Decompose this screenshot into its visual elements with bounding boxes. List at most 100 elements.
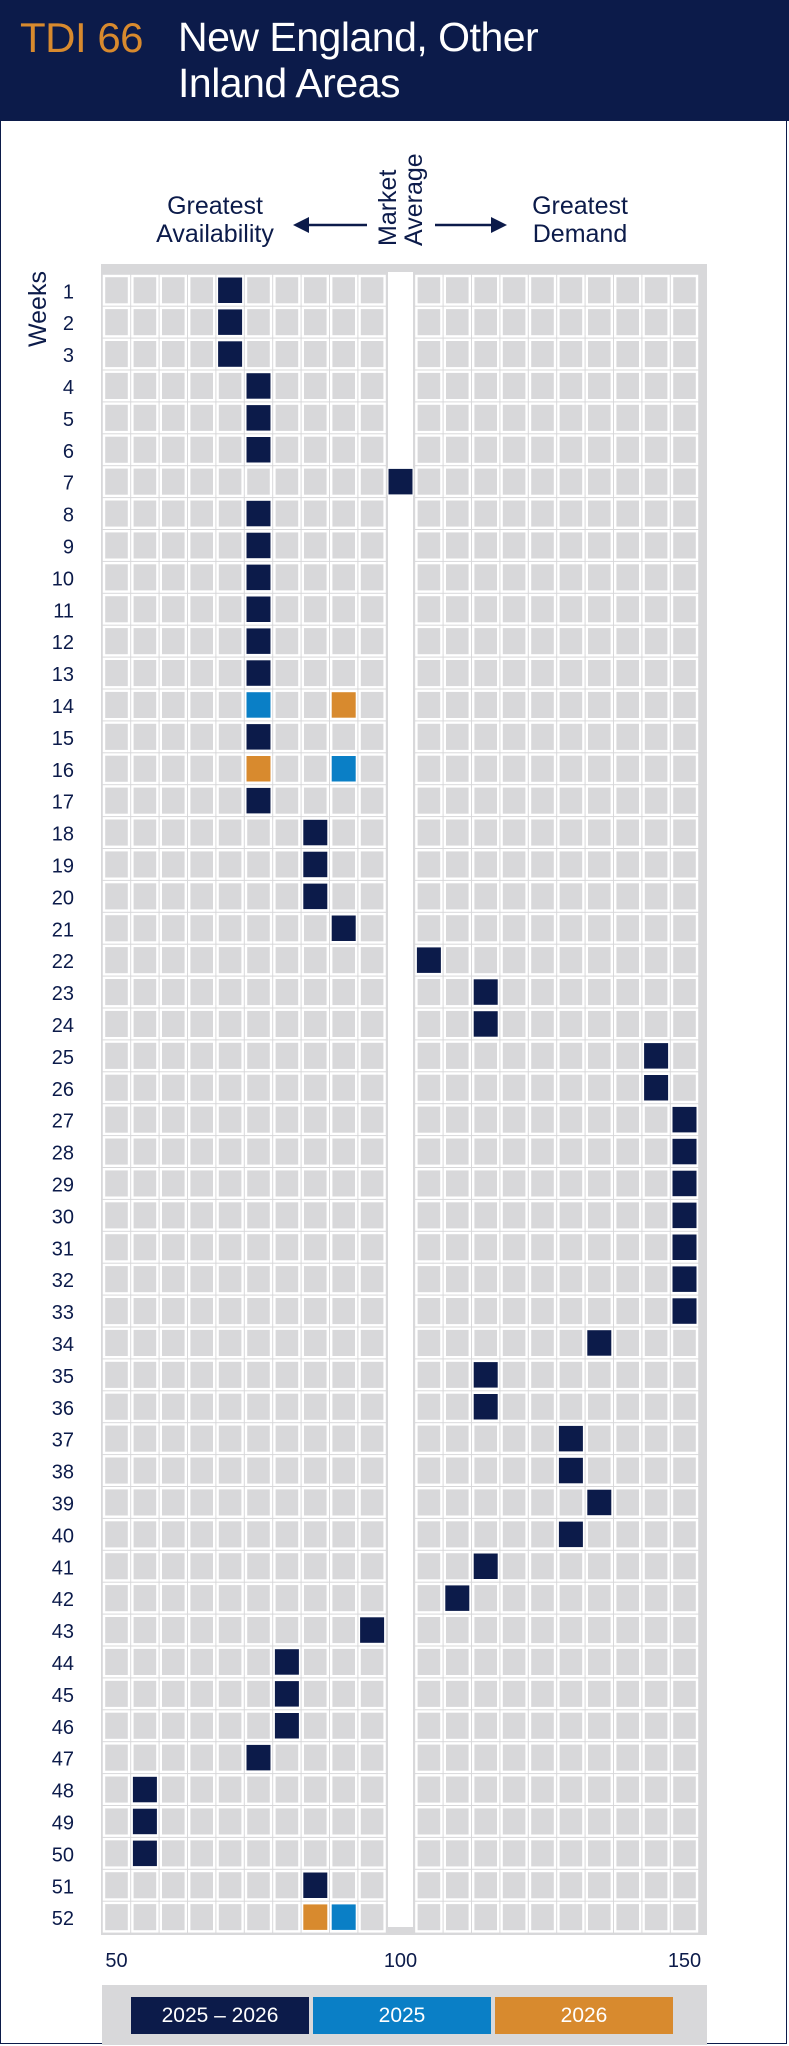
data-mark (444, 1584, 471, 1612)
grid-cell (528, 1614, 557, 1646)
grid-cell (500, 1646, 528, 1678)
grid-cell (557, 593, 585, 625)
grid-cell (273, 1263, 301, 1295)
grid-cell (557, 274, 585, 306)
grid-cell (528, 944, 557, 976)
right-label-line-1: Greatest (532, 192, 628, 220)
grid-cell (614, 561, 642, 593)
grid-cell (500, 785, 528, 817)
grid-cell (159, 1486, 188, 1518)
week-label: 38 (52, 1462, 74, 1484)
grid-cell (159, 370, 188, 402)
grid-cell (159, 434, 188, 466)
grid-cell (415, 880, 443, 912)
week-label: 43 (52, 1621, 74, 1643)
grid-cell (301, 785, 329, 817)
grid-cell (244, 1455, 273, 1487)
grid-cell (102, 1646, 131, 1678)
grid-cell (528, 1040, 557, 1072)
grid-cell (500, 1199, 528, 1231)
grid-cell (358, 944, 386, 976)
grid-cell (614, 721, 642, 753)
grid-cell (528, 689, 557, 721)
grid-cell (301, 1040, 329, 1072)
grid-cell (557, 1008, 585, 1040)
grid-cell (273, 721, 301, 753)
grid-cell (585, 1742, 613, 1774)
grid-cell (273, 402, 301, 434)
grid-cell (244, 1391, 273, 1423)
grid-cell (528, 306, 557, 338)
grid-cell (301, 1646, 329, 1678)
grid-cell (557, 1231, 585, 1263)
grid-cell (301, 1072, 329, 1104)
data-mark (273, 1648, 300, 1676)
grid-cell (528, 1678, 557, 1710)
grid-cell (614, 1008, 642, 1040)
grid-cell (443, 561, 471, 593)
grid-cell (472, 1104, 500, 1136)
grid-cell (187, 402, 216, 434)
grid-cell (301, 1423, 329, 1455)
grid-cell (585, 880, 613, 912)
grid-cell (301, 625, 329, 657)
grid-cell (358, 721, 386, 753)
grid-cell (330, 1614, 358, 1646)
grid-cell (131, 1869, 159, 1901)
grid-cell (273, 338, 301, 370)
grid-cell (443, 1231, 471, 1263)
grid-cell (159, 625, 188, 657)
grid-cell (585, 402, 613, 434)
grid-cell (187, 1167, 216, 1199)
grid-cell (244, 817, 273, 848)
grid-cell (102, 1455, 131, 1487)
grid-cell (415, 466, 443, 498)
grid-cell (415, 434, 443, 466)
grid-cell (102, 1263, 131, 1295)
grid-cell (102, 1327, 131, 1359)
grid-cell (443, 306, 471, 338)
grid-cell (159, 561, 188, 593)
grid-cell (472, 1040, 500, 1072)
grid-cell (159, 1167, 188, 1199)
grid-cell (642, 1455, 670, 1487)
data-mark (245, 1743, 272, 1772)
grid-cell (614, 1774, 642, 1806)
grid-cell (216, 721, 244, 753)
grid-cell (415, 1742, 443, 1774)
grid-cell (102, 593, 131, 625)
grid-cell (131, 306, 159, 338)
grid-cell (159, 753, 188, 785)
grid-cell (585, 1199, 613, 1231)
grid-cell (614, 912, 642, 944)
grid-cell (670, 1359, 699, 1391)
grid-cell (472, 912, 500, 944)
grid-cell (585, 1455, 613, 1487)
grid-cell (159, 1199, 188, 1231)
grid-cell (301, 1710, 329, 1742)
grid-cell (642, 1646, 670, 1678)
grid-cell (500, 625, 528, 657)
grid-cell (642, 753, 670, 785)
grid-cell (670, 1072, 699, 1104)
data-mark (671, 1297, 698, 1325)
grid-cell (443, 1327, 471, 1359)
grid-cell (216, 1901, 244, 1933)
grid-cell (443, 721, 471, 753)
week-label: 15 (52, 728, 74, 750)
grid-cell (131, 1295, 159, 1327)
grid-cell (330, 1774, 358, 1806)
grid-cell (102, 1391, 131, 1423)
grid-cell (443, 1805, 471, 1837)
week-label: 13 (52, 664, 74, 686)
grid-cell (443, 944, 471, 976)
grid-cell (557, 434, 585, 466)
grid-cell (216, 753, 244, 785)
grid-cell (500, 1231, 528, 1263)
grid-cell (330, 944, 358, 976)
grid-cell (642, 1805, 670, 1837)
grid-cell (585, 1072, 613, 1104)
grid-cell (642, 1327, 670, 1359)
grid-cell (415, 1327, 443, 1359)
week-label: 6 (63, 441, 74, 463)
